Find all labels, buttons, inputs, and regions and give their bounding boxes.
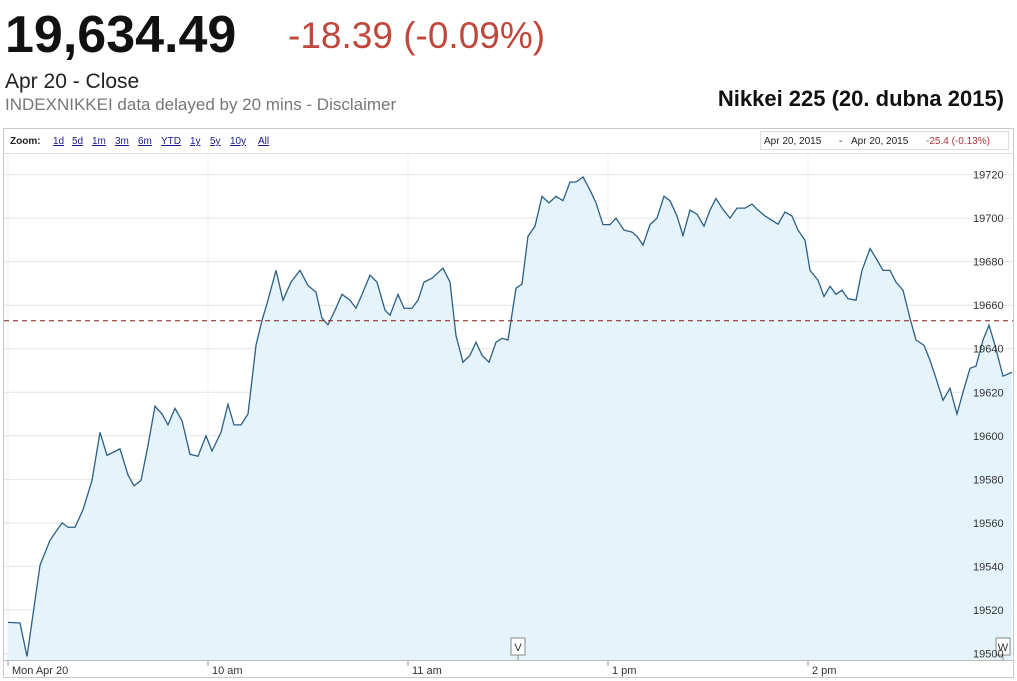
price-line <box>7 176 1013 657</box>
zoom-option[interactable]: 1m <box>92 136 106 147</box>
chart-title: Nikkei 225 (20. dubna 2015) <box>718 86 1004 111</box>
range-end: Apr 20, 2015 <box>851 136 909 147</box>
zoom-option[interactable]: 5y <box>210 136 221 147</box>
y-tick-label: 19540 <box>973 561 1004 573</box>
y-tick-label: 19580 <box>973 474 1004 486</box>
data-note: INDEXNIKKEI data delayed by 20 mins - Di… <box>5 95 396 114</box>
range-separator: - <box>839 136 842 147</box>
x-tick-label: 10 am <box>212 665 243 677</box>
zoom-option[interactable]: YTD <box>161 136 181 147</box>
y-tick-label: 19680 <box>973 257 1004 269</box>
y-tick-label: 19700 <box>973 213 1004 225</box>
flag-box <box>510 637 526 656</box>
y-tick-label: 19620 <box>973 387 1004 399</box>
zoom-label: Zoom: <box>10 136 41 147</box>
y-tick-label: 19640 <box>973 344 1004 356</box>
zoom-option[interactable]: 3m <box>115 136 129 147</box>
price: 19,634.49 <box>5 6 236 64</box>
x-tick-label: Mon Apr 20 <box>12 665 68 677</box>
y-tick-label: 19560 <box>973 518 1004 530</box>
y-tick-label: 19520 <box>973 605 1004 617</box>
y-tick-label: 19500 <box>973 648 1004 660</box>
price-change: -18.39 (-0.09%) <box>288 15 545 56</box>
x-tick-label: 1 pm <box>612 665 636 677</box>
y-tick-label: 19660 <box>973 300 1004 312</box>
flag-label[interactable]: V <box>514 642 522 654</box>
flag-box <box>995 637 1011 656</box>
zoom-option[interactable]: 1y <box>190 136 201 147</box>
x-tick-label: 2 pm <box>812 665 836 677</box>
area-fill <box>8 176 1012 661</box>
x-tick-label: 11 am <box>412 665 442 677</box>
zoom-option[interactable]: All <box>258 136 269 147</box>
y-tick-label: 19720 <box>973 170 1004 182</box>
range-start: Apr 20, 2015 <box>764 136 822 147</box>
close-status: Apr 20 - Close <box>5 70 139 93</box>
flag-label[interactable]: W <box>998 642 1009 654</box>
zoom-option[interactable]: 1d <box>53 136 64 147</box>
zoom-option[interactable]: 6m <box>138 136 152 147</box>
range-change: -25.4 (-0.13%) <box>926 136 990 147</box>
range-box <box>760 131 1009 150</box>
axes: 19500 19520 19540 19560 19580 19600 19620 19640… <box>4 170 1013 677</box>
zoom-option[interactable]: 5d <box>72 136 83 147</box>
y-tick-label: 19600 <box>973 431 1004 443</box>
zoom-option[interactable]: 10y <box>230 136 246 147</box>
